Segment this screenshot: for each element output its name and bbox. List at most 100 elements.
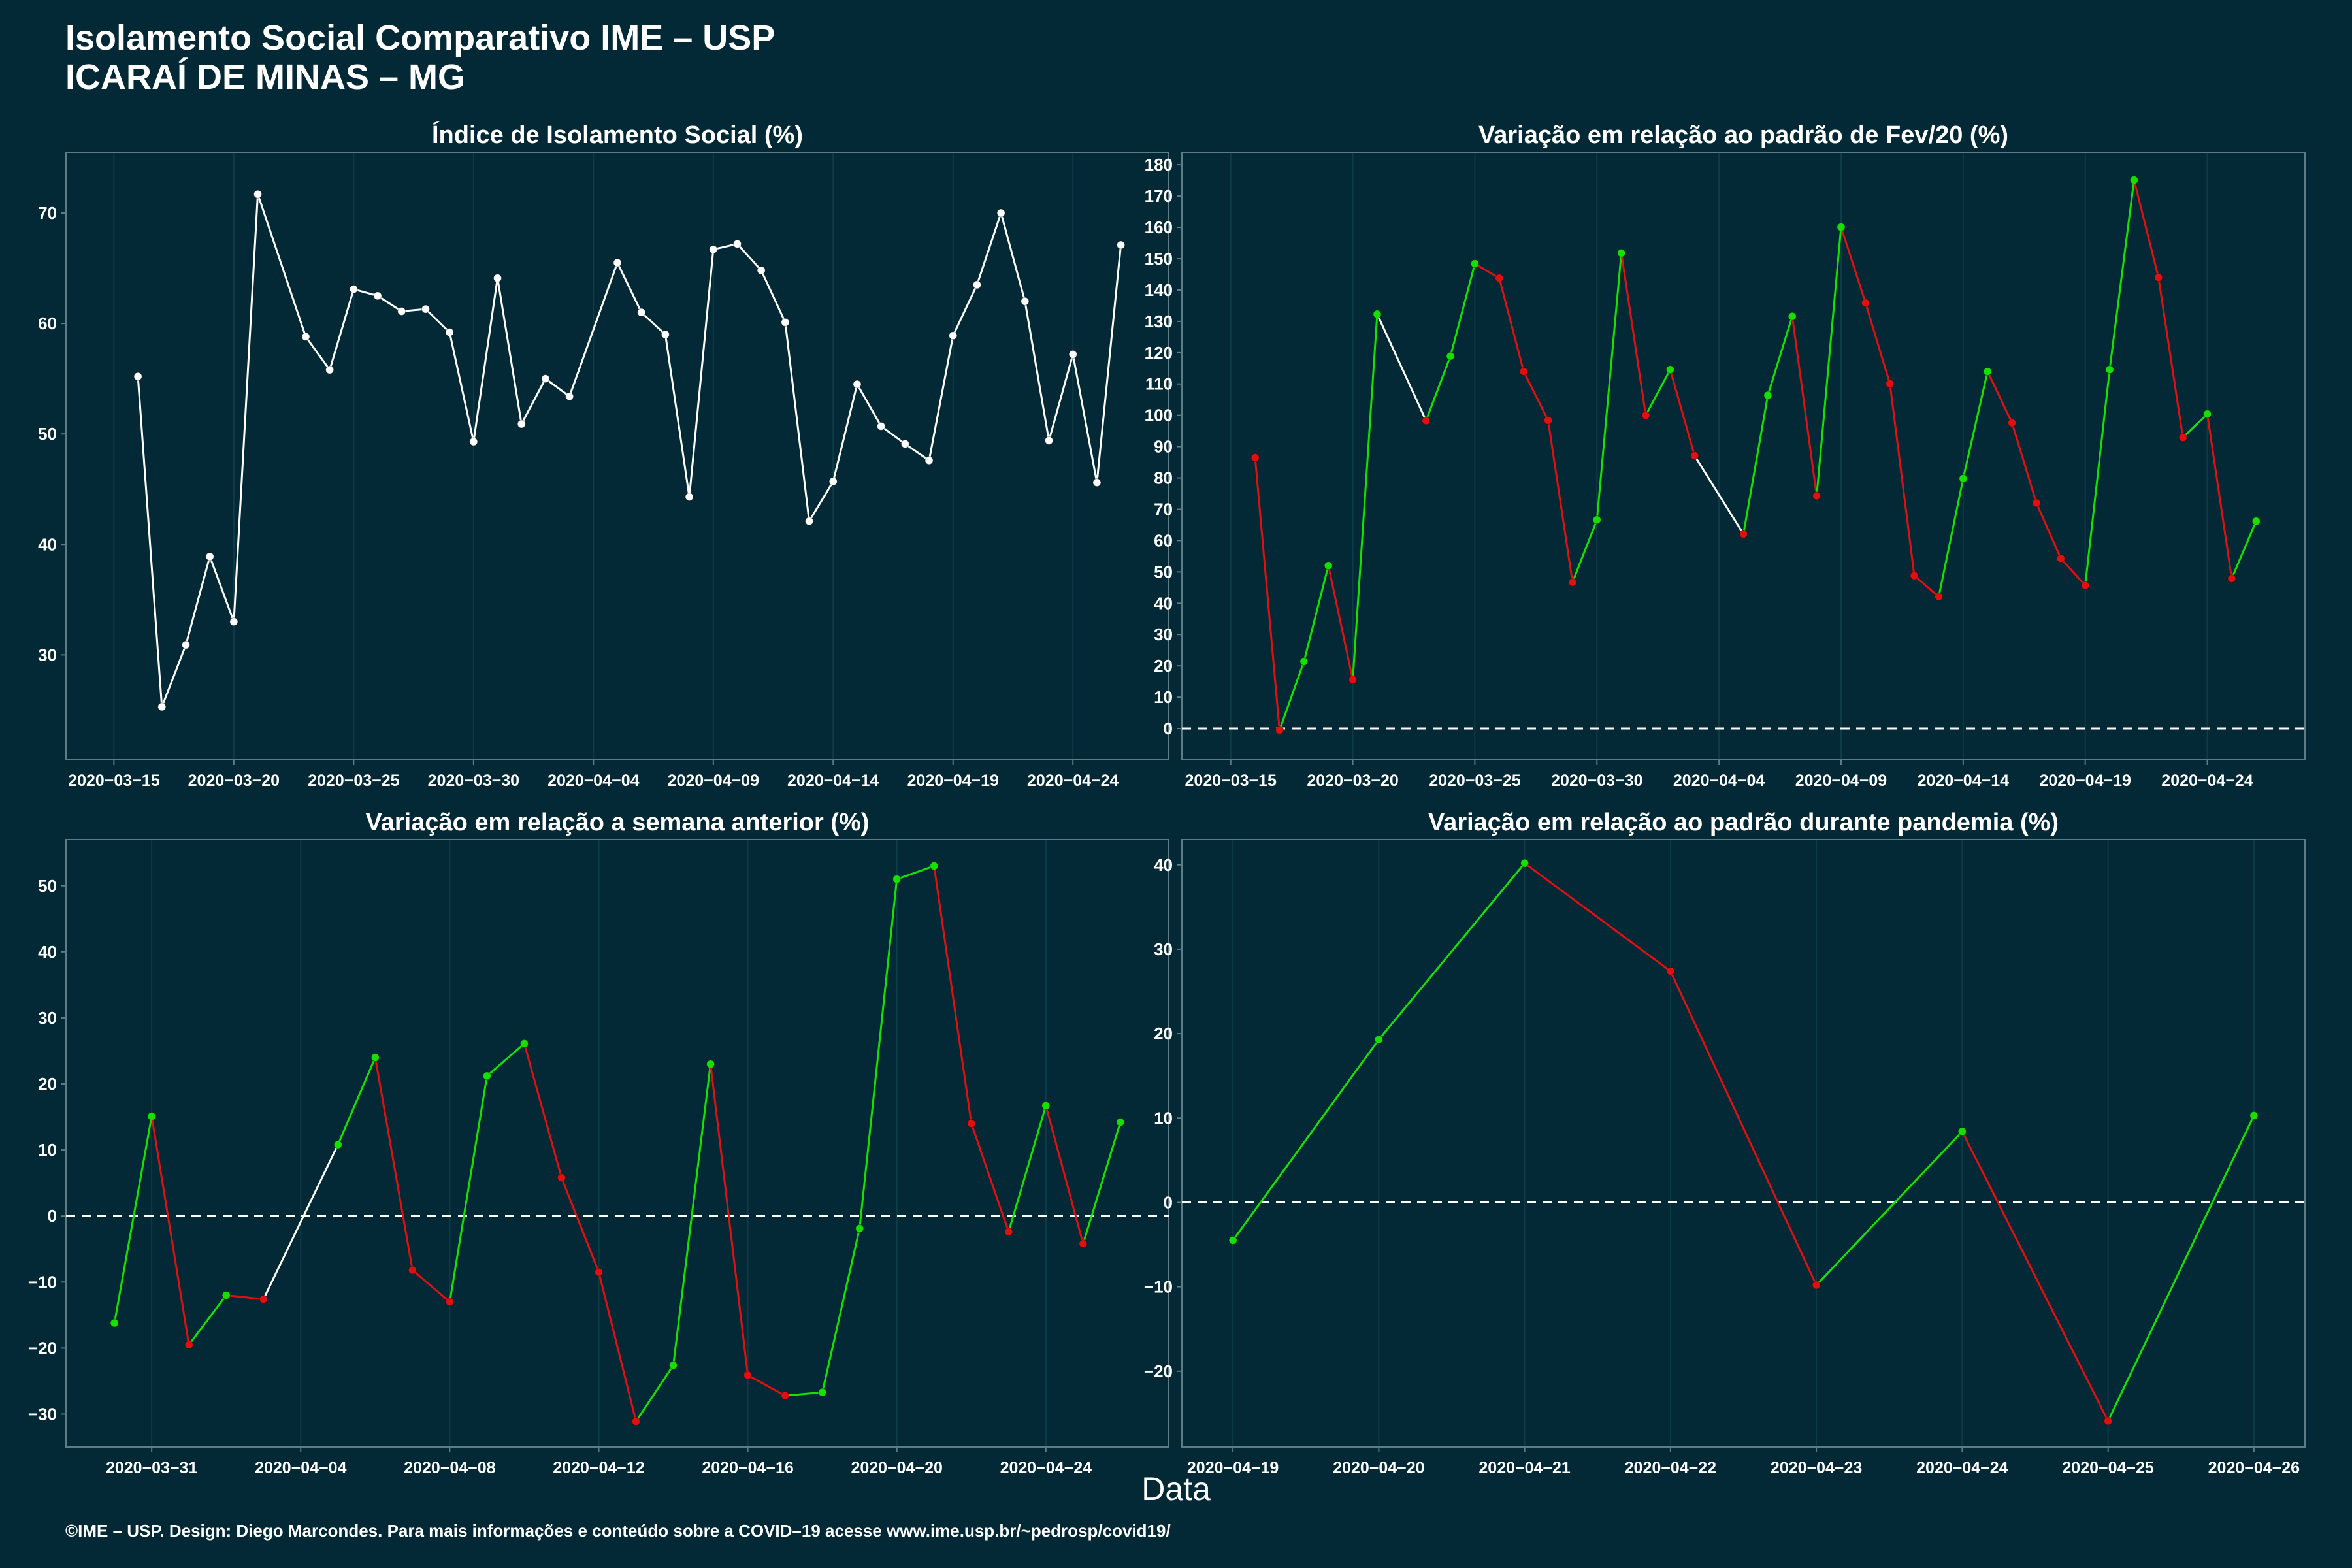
series-segment <box>1913 574 1940 598</box>
series-segment <box>497 277 523 425</box>
series-segment <box>597 1271 638 1423</box>
series-segment <box>664 333 691 498</box>
series-segment <box>2084 368 2111 587</box>
data-point <box>757 266 766 275</box>
x-tick-label: 2020−04−21 <box>1478 1459 1571 1477</box>
chart-isolamento: Índice de Isolamento Social (%) 30 40 50 60 7… <box>38 120 1169 790</box>
series-segment <box>2230 520 2257 580</box>
data-point <box>1959 474 1968 483</box>
data-point <box>1446 351 1455 361</box>
global-x-axis-label: Data <box>1141 1471 1211 1507</box>
series-segment <box>424 308 451 334</box>
series-segment <box>710 1063 749 1377</box>
series-segment <box>1048 353 1074 442</box>
data-point <box>1348 675 1358 684</box>
series-segment <box>1669 970 1818 1286</box>
y-tick-label: −30 <box>28 1404 57 1424</box>
data-point <box>1299 657 1309 666</box>
data-point <box>1117 240 1126 250</box>
series-segment <box>1082 1121 1122 1245</box>
data-point <box>2056 554 2065 563</box>
chart-title: Variação em relação ao padrão de Fev/20 … <box>1478 122 2008 149</box>
data-point <box>1617 248 1626 257</box>
series-segment <box>640 311 666 336</box>
data-point <box>877 421 886 431</box>
series-segment <box>1045 1104 1085 1245</box>
x-tick-label: 2020−03−30 <box>1551 772 1642 790</box>
data-point <box>2203 410 2212 419</box>
y-tick-label: 30 <box>1154 625 1173 644</box>
data-point <box>1373 310 1382 319</box>
data-point <box>1092 478 1102 487</box>
series-segment <box>933 864 973 1125</box>
data-point <box>2129 176 2138 185</box>
x-tick-label: 2020−03−25 <box>308 772 400 790</box>
series-segment <box>1007 1104 1047 1233</box>
data-point <box>325 365 335 374</box>
x-tick-label: 2020−04−24 <box>1027 772 1119 790</box>
y-tick-label: 70 <box>38 203 57 223</box>
series-segment <box>2132 179 2160 279</box>
data-point <box>1079 1239 1088 1249</box>
main-title: Isolamento Social Comparativo IME – USP … <box>65 18 775 97</box>
data-point <box>637 308 646 317</box>
series-segment <box>225 1294 265 1301</box>
series-segment <box>880 425 906 445</box>
x-tick-label: 2020−03−15 <box>1185 772 1277 790</box>
x-tick-label: 2020−03−20 <box>188 772 280 790</box>
series-segment <box>1669 368 1696 457</box>
data-point <box>930 861 939 870</box>
data-point <box>1957 1127 1967 1136</box>
data-point <box>229 617 238 627</box>
series-segment <box>1767 315 1793 397</box>
series-segment <box>821 1227 861 1394</box>
series-segment <box>1524 862 1672 972</box>
y-tick-label: 50 <box>38 876 57 896</box>
data-point <box>1763 391 1772 400</box>
series-segment <box>161 644 187 708</box>
series-segment <box>1644 368 1671 417</box>
series-segment <box>736 242 762 272</box>
data-point <box>709 245 718 254</box>
chart-pandemia: Variação em relação ao padrão durante pa… <box>1144 809 2306 1477</box>
data-point <box>924 456 934 465</box>
data-point <box>147 1112 156 1121</box>
series-segment <box>485 1042 525 1077</box>
x-tick-label: 2020−04−20 <box>1333 1459 1424 1477</box>
y-tick-label: 150 <box>1145 249 1173 269</box>
data-point <box>1544 416 1553 425</box>
y-tick-label: −20 <box>28 1338 57 1358</box>
y-tick-label: 10 <box>38 1140 57 1160</box>
x-tick-label: 2020−04−24 <box>1000 1459 1092 1477</box>
data-point <box>900 439 909 448</box>
data-point <box>1788 312 1797 321</box>
y-tick-label: 40 <box>1154 855 1173 875</box>
data-point <box>221 1291 231 1299</box>
data-point <box>2154 273 2163 282</box>
chart-title: Variação em relação a semana anterior (%… <box>366 809 870 836</box>
series-segment <box>784 321 811 523</box>
series-segment <box>1352 313 1379 681</box>
y-tick-label: 160 <box>1145 218 1173 237</box>
x-tick-label: 2020−04−14 <box>1918 772 2010 790</box>
data-point <box>1886 379 1895 388</box>
data-point <box>2251 517 2261 526</box>
data-point <box>349 285 358 294</box>
series-segment <box>1327 564 1354 681</box>
data-point <box>2081 581 2090 590</box>
data-point <box>1592 515 1601 525</box>
series-segment <box>712 242 738 251</box>
data-point <box>1041 1101 1051 1110</box>
series-segment <box>672 1063 712 1367</box>
series-segment <box>523 1042 563 1179</box>
data-point <box>370 1053 380 1062</box>
y-tick-label: 10 <box>1154 687 1173 707</box>
x-tick-label: 2020−04−08 <box>404 1459 496 1477</box>
data-point <box>1665 365 1674 374</box>
data-point <box>421 304 430 314</box>
x-tick-label: 2020−04−26 <box>2208 1459 2300 1477</box>
data-point <box>1812 1281 1821 1290</box>
y-tick-label: 20 <box>1154 1024 1173 1043</box>
series-segment <box>304 335 331 371</box>
data-point <box>781 318 790 327</box>
